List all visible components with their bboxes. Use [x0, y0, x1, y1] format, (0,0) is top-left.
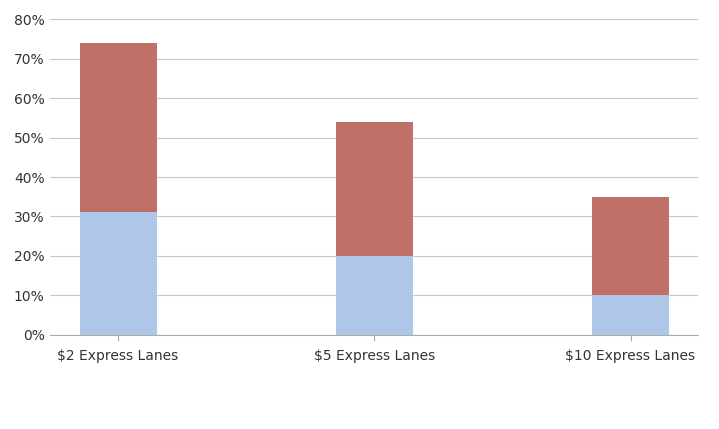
Bar: [80, 212, 157, 335]
Bar: [80, 43, 157, 212]
Bar: [592, 295, 669, 335]
Bar: [592, 197, 669, 295]
Bar: [336, 256, 413, 335]
Bar: [336, 122, 413, 256]
